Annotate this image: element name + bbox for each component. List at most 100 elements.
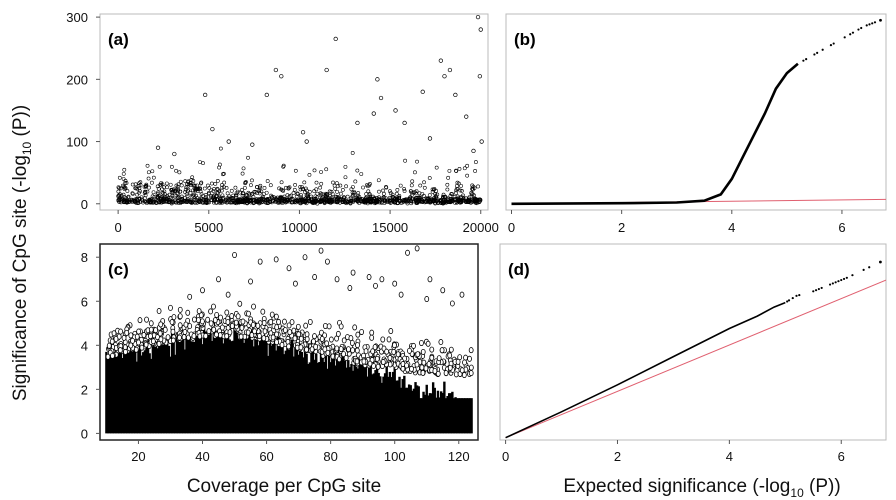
data-point (427, 176, 432, 180)
data-point (199, 180, 204, 185)
data-point (328, 336, 334, 343)
data-point (277, 186, 282, 191)
data-point (217, 165, 221, 170)
data-point (117, 200, 122, 204)
data-point (311, 199, 316, 204)
plot-frame (505, 13, 887, 211)
y-tick-label: 200 (66, 72, 88, 87)
data-point (369, 334, 375, 341)
data-point (293, 168, 298, 173)
data-point (279, 342, 285, 349)
data-point (319, 170, 323, 174)
data-point (116, 185, 121, 190)
data-point (182, 328, 188, 335)
data-point (287, 329, 293, 336)
data-point (273, 313, 279, 320)
data-point (165, 185, 169, 190)
data-point (189, 195, 194, 199)
data-point (460, 198, 464, 203)
data-point (404, 362, 409, 369)
data-point (382, 198, 387, 203)
data-point (196, 308, 202, 315)
data-point (251, 303, 256, 310)
data-point (427, 276, 433, 283)
data-point (429, 354, 435, 361)
data-point (156, 186, 161, 191)
data-point (382, 201, 387, 205)
data-point (261, 320, 267, 327)
data-point (425, 340, 431, 347)
data-point (384, 348, 390, 355)
data-point (289, 193, 294, 198)
data-point (268, 318, 274, 325)
observed-curve (505, 301, 786, 439)
data-point (427, 193, 432, 198)
observed-point (812, 290, 815, 293)
x-tick-label: 10000 (281, 220, 317, 235)
data-point (195, 317, 201, 324)
data-point (131, 191, 135, 196)
data-point (214, 201, 219, 205)
data-point (381, 188, 385, 193)
data-point (178, 179, 183, 184)
data-point (318, 247, 324, 254)
data-point (124, 181, 129, 185)
data-point (125, 189, 130, 193)
data-point (254, 200, 259, 204)
data-point (382, 191, 386, 196)
data-point (311, 338, 316, 345)
data-point (286, 265, 292, 272)
observed-point (814, 289, 818, 292)
data-point (303, 190, 307, 195)
data-point (120, 197, 124, 202)
data-point (422, 180, 426, 185)
observed-point (843, 36, 846, 39)
data-point (146, 176, 151, 181)
data-point (242, 197, 247, 202)
data-point (441, 194, 445, 199)
data-point (355, 120, 360, 126)
data-point (198, 196, 203, 201)
data-point (352, 324, 358, 331)
observed-point (816, 51, 819, 54)
data-point (265, 179, 270, 183)
data-point (441, 195, 446, 200)
data-point (224, 198, 229, 203)
data-point (203, 92, 208, 98)
data-point (186, 197, 190, 202)
data-point (122, 167, 127, 172)
data-point (274, 339, 280, 346)
data-point (137, 196, 142, 201)
data-point (292, 187, 297, 192)
data-point (442, 74, 447, 79)
data-point (210, 126, 215, 132)
data-point (221, 185, 226, 190)
data-point (123, 348, 128, 355)
data-point (225, 291, 231, 298)
data-point (233, 185, 238, 190)
data-point (324, 67, 329, 73)
data-point (454, 199, 459, 204)
data-point (333, 186, 338, 191)
data-point (191, 333, 197, 340)
data-point (183, 187, 188, 192)
data-point (314, 180, 319, 185)
data-point (364, 183, 369, 188)
data-point (106, 342, 112, 349)
data-point (441, 192, 446, 197)
data-point (211, 303, 216, 310)
data-point (312, 189, 317, 194)
plot-frame (499, 243, 887, 441)
data-point (432, 196, 437, 200)
data-point (174, 187, 179, 192)
data-point (230, 200, 235, 205)
data-point (420, 200, 425, 204)
data-point (177, 313, 183, 320)
data-point (225, 319, 231, 326)
data-point (237, 300, 243, 307)
data-point (261, 335, 267, 342)
data-point (468, 364, 474, 371)
observed-point (795, 294, 798, 297)
data-point (219, 324, 225, 331)
